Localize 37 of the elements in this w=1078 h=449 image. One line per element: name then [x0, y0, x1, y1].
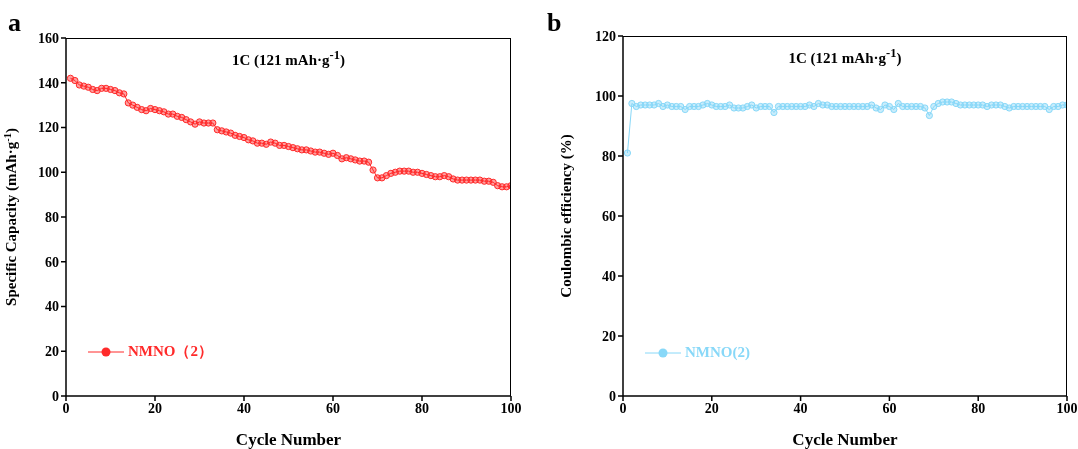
text: 1C (121 mAh·g$^{-1}$): [787, 46, 903, 67]
text: b: [547, 8, 562, 38]
y-tick-label: 0: [609, 388, 616, 404]
x-tick-label: 0: [619, 400, 627, 416]
text: a: [8, 8, 21, 38]
x-tick-label: 80: [415, 400, 429, 416]
y-tick-label: 20: [602, 328, 616, 344]
x-tick-label: 40: [237, 400, 251, 416]
y-tick-label: 160: [38, 30, 59, 46]
legend-label: NMNO(2): [685, 344, 750, 361]
y-tick-label: 100: [595, 88, 616, 104]
x-tick-label: 100: [500, 400, 522, 416]
y-tick-label: 0: [52, 388, 59, 404]
x-tick-label: 60: [882, 400, 897, 416]
x-tick-label: 80: [971, 400, 986, 416]
y-tick-label: 140: [38, 75, 59, 91]
x-tick-label: 40: [793, 400, 808, 416]
legend-label: NMNO（2）: [128, 342, 213, 361]
x-tick-label: 0: [62, 400, 70, 416]
x-tick-label: 100: [1056, 400, 1078, 416]
y-tick-label: 100: [38, 165, 59, 181]
x-tick-label: 60: [326, 400, 340, 416]
y-tick-label: 80: [602, 148, 616, 164]
y-axis-title: Coulombic efficiency (%): [558, 134, 575, 298]
y-tick-label: 120: [595, 28, 616, 44]
x-axis-title: Cycle Number: [235, 430, 342, 449]
x-axis-title: Cycle Number: [792, 430, 899, 449]
x-tick-label: 20: [704, 400, 719, 416]
y-tick-label: 40: [45, 299, 59, 315]
text: 1C (121 mAh·g$^{-1}$): [231, 48, 346, 69]
y-tick-label: 40: [602, 268, 616, 284]
y-tick-label: 20: [45, 344, 59, 360]
y-tick-label: 80: [45, 209, 59, 225]
y-tick-label: 120: [38, 120, 59, 136]
y-tick-label: 60: [45, 254, 59, 270]
x-tick-label: 20: [148, 400, 162, 416]
y-tick-label: 60: [602, 208, 616, 224]
